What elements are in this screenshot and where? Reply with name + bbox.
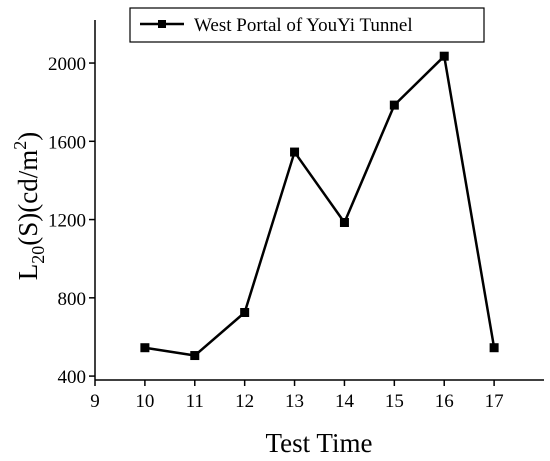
- x-tick-label: 16: [435, 391, 454, 412]
- y-tick-label: 400: [58, 367, 87, 388]
- x-tick-label: 9: [90, 391, 100, 412]
- legend-label: West Portal of YouYi Tunnel: [194, 15, 413, 36]
- data-point: [439, 51, 449, 61]
- series-markers: [140, 51, 499, 361]
- plot-area: 9 10 11 12 13 14 15 16 17 400 800 1200 1600 2000: [48, 20, 544, 412]
- y-axis-title-end: ): [13, 132, 43, 141]
- y-tick-label: 2000: [48, 54, 86, 75]
- y-tick-label: 1600: [48, 132, 86, 153]
- data-point: [240, 308, 250, 317]
- x-tick-label: 10: [135, 391, 154, 412]
- data-point: [389, 100, 399, 110]
- legend: West Portal of YouYi Tunnel: [129, 7, 485, 43]
- x-tick-label: 17: [485, 391, 504, 412]
- y-axis-ticks: 400 800 1200 1600 2000: [48, 54, 95, 388]
- y-axis-title-main: L: [13, 264, 43, 281]
- data-point: [290, 147, 300, 157]
- x-tick-label: 11: [186, 391, 204, 412]
- data-point: [190, 351, 200, 361]
- y-axis-title-subscript: 20: [28, 246, 48, 264]
- y-axis-title-superscript: 2: [10, 141, 30, 150]
- x-tick-label: 13: [285, 391, 304, 412]
- x-tick-label: 15: [385, 391, 404, 412]
- y-axis-title-middle: (S)(cd/m: [13, 150, 43, 246]
- x-tick-label: 14: [335, 391, 355, 412]
- data-point: [339, 218, 349, 227]
- data-point: [489, 343, 499, 353]
- y-tick-label: 1200: [48, 211, 86, 232]
- data-point: [140, 343, 150, 353]
- x-axis-ticks: 9 10 11 12 13 14 15 16 17: [90, 380, 504, 412]
- legend-marker: [158, 20, 166, 28]
- legend-box: [129, 7, 485, 43]
- x-tick-label: 12: [235, 391, 254, 412]
- y-axis-title: L20(S)(cd/m2): [10, 132, 48, 280]
- y-tick-label: 800: [58, 289, 87, 310]
- x-axis-title: Test Time: [266, 428, 373, 458]
- series-line: [144, 54, 496, 357]
